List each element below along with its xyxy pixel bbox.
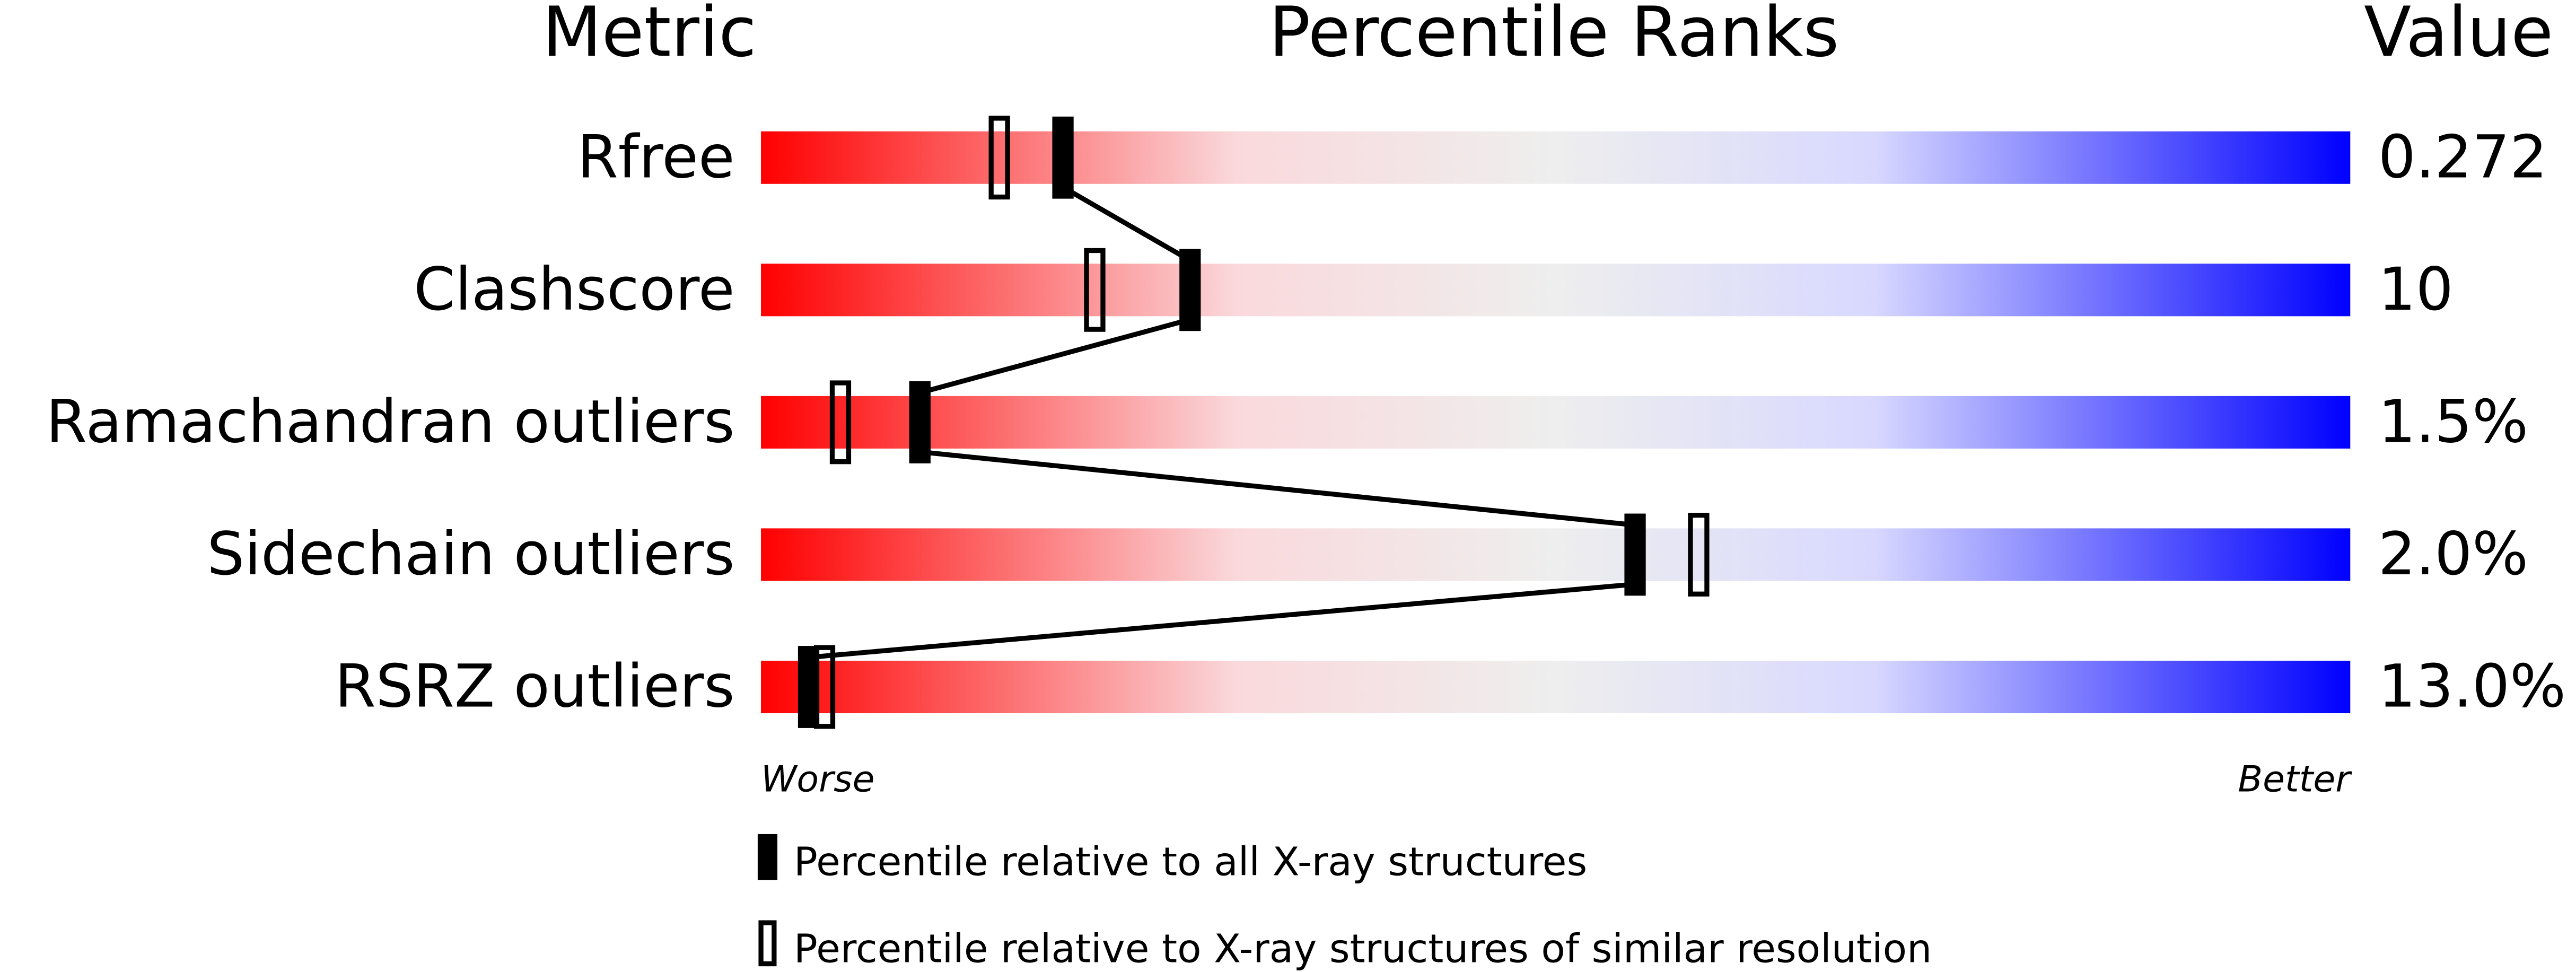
marker-similar-resolution <box>1688 512 1710 597</box>
marker-similar-resolution <box>829 380 852 465</box>
metric-label: RSRZ outliers <box>335 653 734 721</box>
marker-all-structures <box>909 381 931 463</box>
axis-label-better: Better <box>2238 758 2352 800</box>
metric-label: Clashscore <box>414 256 734 324</box>
metric-label: Ramachandran outliers <box>46 388 735 457</box>
header-value: Value <box>2364 0 2553 72</box>
connector-line <box>919 317 1191 396</box>
legend-filled-marker-icon <box>757 834 778 880</box>
metric-label: Sidechain outliers <box>207 520 734 589</box>
marker-similar-resolution <box>988 116 1010 200</box>
marker-all-structures <box>1052 116 1074 199</box>
marker-all-structures <box>1179 249 1201 331</box>
metric-label: Rfree <box>577 123 734 191</box>
legend-label-similar: Percentile relative to X-ray structures … <box>794 925 1932 971</box>
marker-similar-resolution <box>1084 248 1106 332</box>
metric-value: 13.0% <box>2378 653 2566 721</box>
legend-label-all: Percentile relative to all X-ray structu… <box>794 838 1587 885</box>
percentile-bar <box>761 528 2351 581</box>
percentile-bar <box>761 396 2351 449</box>
connector-line <box>919 449 1636 528</box>
percentile-bar <box>761 660 2351 714</box>
metric-value: 2.0% <box>2378 520 2528 589</box>
metric-value: 0.272 <box>2378 123 2547 191</box>
metric-value: 10 <box>2378 256 2454 324</box>
connector-line <box>1062 185 1191 263</box>
percentile-bar <box>761 131 2351 184</box>
header-percentile-ranks: Percentile Ranks <box>1269 0 1839 72</box>
legend-open-marker-icon <box>758 920 777 967</box>
axis-label-worse: Worse <box>761 758 874 800</box>
metric-value: 1.5% <box>2378 388 2528 457</box>
connector-line <box>808 582 1635 660</box>
marker-all-structures <box>798 646 820 728</box>
percentile-bar <box>761 264 2351 317</box>
header-metric: Metric <box>542 0 756 72</box>
marker-all-structures <box>1624 513 1646 596</box>
